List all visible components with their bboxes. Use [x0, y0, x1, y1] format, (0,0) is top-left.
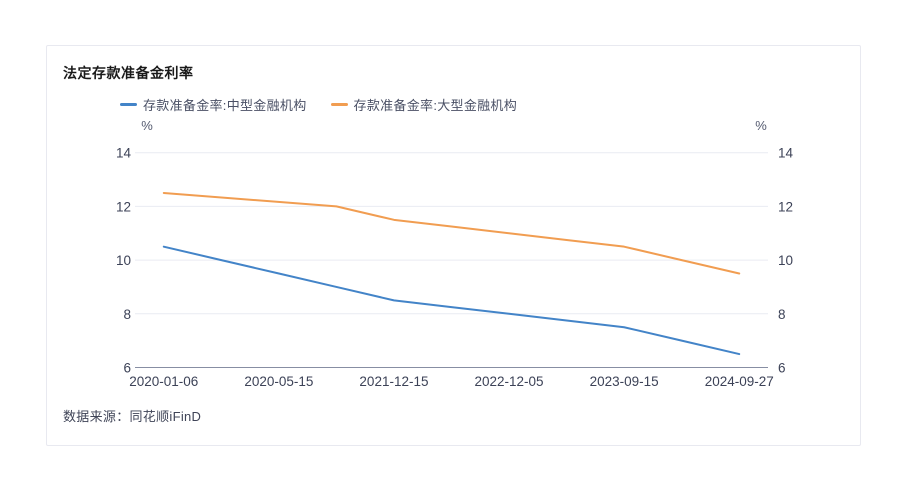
chart-card: 法定存款准备金利率 存款准备金率:中型金融机构 存款准备金率:大型金融机构 数据…	[46, 45, 861, 446]
y-tick-label-right: 10	[778, 253, 793, 268]
y-tick-label-right: 14	[778, 146, 794, 161]
y-tick-label-left: 10	[116, 253, 131, 268]
y-tick-label-left: 6	[123, 361, 131, 376]
x-tick-label: 2024-09-27	[705, 374, 774, 389]
x-tick-label: 2020-05-15	[244, 374, 313, 389]
data-source-label: 数据来源：同花顺iFinD	[63, 409, 202, 424]
series-line-medium-institutions[interactable]	[162, 245, 741, 356]
legend-item-large-institutions[interactable]: 存款准备金率:大型金融机构	[330, 95, 518, 114]
chart-title: 法定存款准备金利率	[63, 65, 194, 81]
x-tick-label: 2020-01-06	[129, 374, 198, 389]
y-tick-label-left: 8	[123, 307, 131, 322]
y-axis-unit-left: %	[141, 118, 153, 133]
legend-item-label: 存款准备金率:中型金融机构	[143, 98, 307, 113]
legend-marker-line-icon	[120, 103, 137, 106]
legend-marker-line-icon	[330, 103, 348, 106]
y-tick-label-left: 12	[116, 199, 131, 214]
y-tick-label-left: 14	[116, 146, 132, 161]
x-tick-label: 2021-12-15	[359, 374, 428, 389]
series-line-large-institutions[interactable]	[162, 191, 741, 275]
legend-item-label: 存款准备金率:大型金融机构	[353, 98, 518, 113]
legend-item-medium-institutions[interactable]: 存款准备金率:中型金融机构	[120, 95, 307, 114]
x-tick-label: 2022-12-05	[475, 374, 544, 389]
x-tick-label: 2023-09-15	[590, 374, 659, 389]
y-tick-label-right: 6	[778, 361, 786, 376]
y-tick-label-right: 12	[778, 199, 793, 214]
legend: 存款准备金率:中型金融机构 存款准备金率:大型金融机构	[120, 95, 517, 114]
y-axis-unit-right: %	[755, 118, 767, 133]
y-tick-label-right: 8	[778, 307, 786, 322]
